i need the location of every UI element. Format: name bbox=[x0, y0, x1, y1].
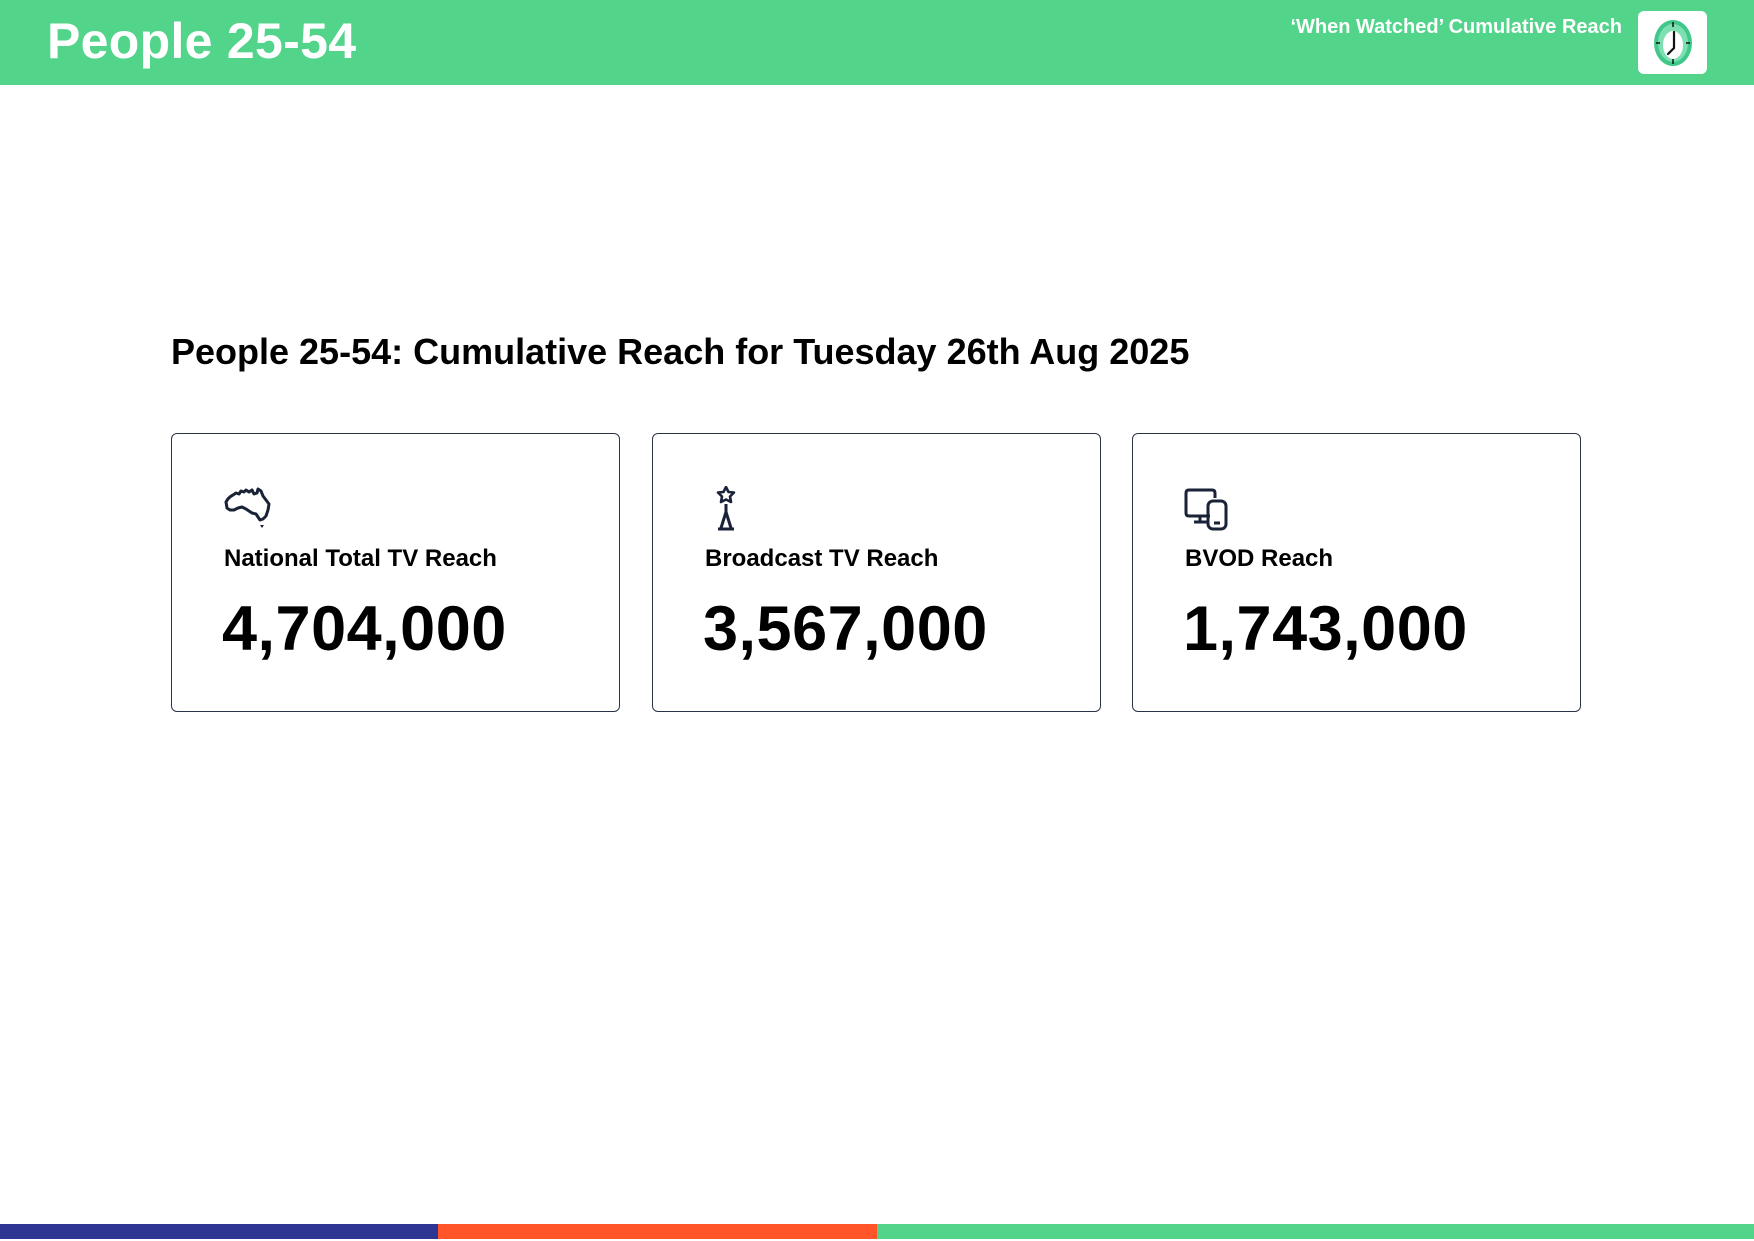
card-label: BVOD Reach bbox=[1185, 545, 1334, 572]
card-label: Broadcast TV Reach bbox=[705, 545, 939, 572]
header-bar: People 25-54 ‘When Watched’ Cumulative R… bbox=[0, 0, 1754, 85]
national-total-tv-reach-card: National Total TV Reach 4,704,000 bbox=[171, 433, 620, 712]
card-value: 1,743,000 bbox=[1183, 594, 1468, 664]
bvod-reach-card: BVOD Reach 1,743,000 bbox=[1132, 433, 1581, 712]
clock-icon bbox=[1653, 19, 1692, 66]
clock-logo bbox=[1638, 11, 1707, 74]
footer-bar-green bbox=[877, 1224, 1754, 1239]
footer-bar-orange bbox=[438, 1224, 877, 1239]
card-value: 4,704,000 bbox=[222, 594, 507, 664]
card-value: 3,567,000 bbox=[703, 594, 988, 664]
footer-bar-blue bbox=[0, 1224, 438, 1239]
australia-map-icon bbox=[222, 486, 272, 532]
broadcast-tv-reach-card: Broadcast TV Reach 3,567,000 bbox=[652, 433, 1101, 712]
page-title: People 25-54 bbox=[47, 13, 357, 69]
broadcast-tower-icon bbox=[703, 485, 753, 532]
section-title: People 25-54: Cumulative Reach for Tuesd… bbox=[171, 331, 1190, 372]
card-label: National Total TV Reach bbox=[224, 545, 497, 572]
devices-icon bbox=[1183, 486, 1233, 532]
report-type-label: ‘When Watched’ Cumulative Reach bbox=[1290, 16, 1622, 38]
